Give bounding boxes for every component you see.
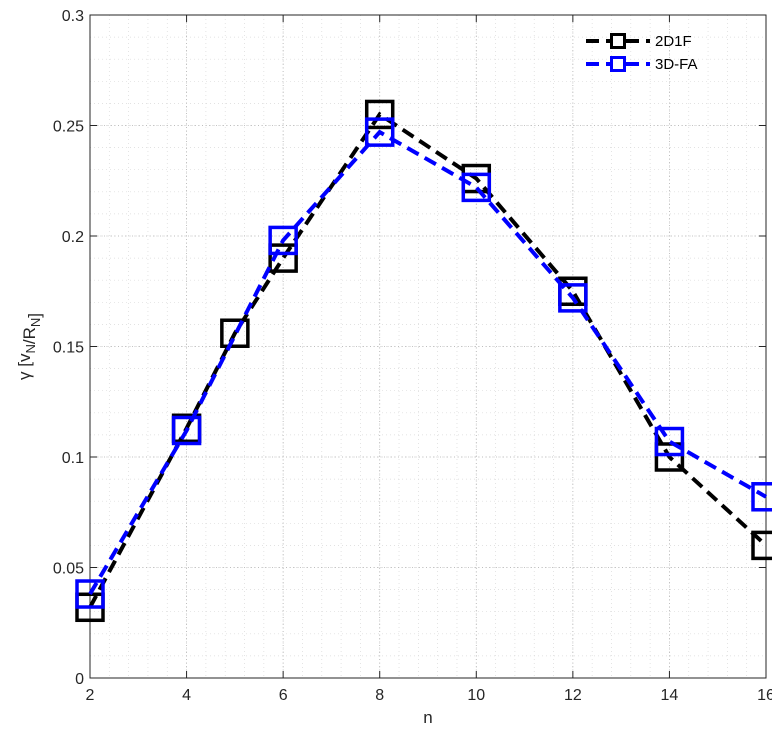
x-tick-label: 10 xyxy=(467,687,485,704)
series-line xyxy=(88,111,768,609)
legend-label: 3D-FA xyxy=(655,56,698,73)
x-tick-label: 6 xyxy=(279,687,288,704)
data-point-marker xyxy=(268,243,298,273)
data-point-marker xyxy=(751,530,772,561)
y-axis-label-subscript: N xyxy=(23,344,38,353)
data-point-marker xyxy=(558,283,588,313)
y-axis-label-subscript: N xyxy=(28,318,43,327)
x-tick-label: 2 xyxy=(86,687,95,704)
data-point-marker xyxy=(751,482,772,512)
legend-marker-swatch xyxy=(610,56,626,72)
x-tick-label: 16 xyxy=(757,687,772,704)
data-point-marker xyxy=(461,172,492,203)
y-tick-label: 0.15 xyxy=(53,340,84,357)
y-axis-label-part: ] xyxy=(25,313,44,318)
legend-item: 3D-FA xyxy=(586,56,698,73)
data-point-marker xyxy=(654,426,685,457)
y-tick-label: 0.3 xyxy=(62,8,84,25)
y-tick-label: 0.25 xyxy=(53,119,84,136)
series-3d-fa xyxy=(75,117,772,609)
axis-ticks: 2 4 6 8 10 12 14 16 0 0.05 0.1 0.15 0.2 0.25 0.3 xyxy=(53,8,772,704)
legend: 2D1F 3D-FA xyxy=(586,33,698,73)
x-tick-label: 4 xyxy=(182,687,191,704)
series-layer xyxy=(75,99,772,623)
y-axis-label: γ [vN/RN] xyxy=(15,313,44,380)
y-tick-label: 0 xyxy=(75,671,84,688)
x-tick-label: 12 xyxy=(564,687,582,704)
legend-item: 2D1F xyxy=(586,33,692,50)
y-axis-label-part: /R xyxy=(20,327,39,344)
data-point-marker xyxy=(364,117,395,147)
y-axis-label-part: γ [v xyxy=(15,353,34,380)
data-point-marker xyxy=(75,579,105,609)
data-point-marker xyxy=(220,318,250,348)
data-point-marker xyxy=(171,415,202,446)
data-point-marker xyxy=(268,225,298,256)
legend-marker-swatch xyxy=(610,33,626,49)
x-tick-label: 8 xyxy=(375,687,384,704)
data-point-marker xyxy=(654,442,685,472)
y-tick-label: 0.1 xyxy=(62,450,84,467)
y-tick-label: 0.05 xyxy=(53,561,84,578)
legend-label: 2D1F xyxy=(655,33,692,50)
x-tick-label: 14 xyxy=(661,687,679,704)
y-tick-label: 0.2 xyxy=(62,229,84,246)
series-line xyxy=(88,129,767,596)
data-point-marker xyxy=(364,99,395,130)
x-axis-label: n xyxy=(423,708,432,727)
